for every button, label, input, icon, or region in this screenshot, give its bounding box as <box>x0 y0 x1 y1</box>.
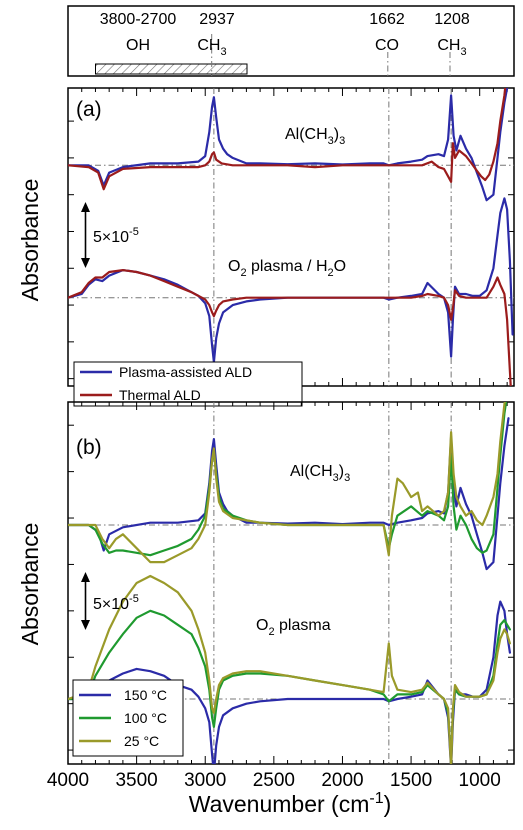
panel-b-traces <box>68 402 511 764</box>
panel-a-step2-label: O2 plasma / H2O <box>228 258 346 279</box>
assignment-header: 3800-2700 OH 2937 CH3 1662 CO 1208 CH3 <box>67 5 515 77</box>
oh-range-bar <box>95 63 248 75</box>
panel-a-scale-base: 5×10 <box>93 229 129 246</box>
header-group-2937: CH3 <box>197 37 226 58</box>
series-line-b-0 <box>68 417 510 571</box>
y-axis-title-a: Absorbance <box>17 179 43 302</box>
header-group-1208-sub: 3 <box>460 46 466 58</box>
panel-b-scale-label: 5×10-5 <box>93 593 139 613</box>
x-tick-label-1000: 1000 <box>459 770 501 791</box>
panel-b-precursor-sub: 3 <box>333 472 339 484</box>
x-tick-label-1500: 1500 <box>390 770 432 791</box>
panel-b-scale-arrow-down <box>81 620 90 630</box>
panel-b-scale-arrow-up <box>81 572 90 582</box>
panel-b-step2-post: plasma <box>275 617 331 634</box>
panel-a-step2-post2: O <box>334 258 346 275</box>
panel-b: (b) Al(CH3)3 O2 plasma 5×10-5 150 °C 100… <box>67 401 515 765</box>
x-tick-label-2000: 2000 <box>321 770 363 791</box>
panel-b-precursor-sub2: 3 <box>344 472 350 484</box>
panel-b-precursor-base: Al(CH <box>290 463 333 480</box>
panel-b-frame <box>67 401 515 765</box>
series-line-a-0 <box>68 88 509 202</box>
panel-b-ticks <box>67 402 514 764</box>
panel-a-legend: Plasma-assisted ALD Thermal ALD <box>73 361 303 407</box>
header-group-1208-base: CH <box>437 37 460 54</box>
panel-b-precursor-mid: ) <box>339 463 344 480</box>
panel-b-precursor-label: Al(CH3)3 <box>290 463 350 484</box>
x-axis-title: Wavenumber (cm-1) <box>189 790 392 817</box>
series-line-a-3 <box>68 269 512 386</box>
panel-a-precursor-sub: 3 <box>328 135 334 147</box>
panel-a-step2-sub2: 2 <box>328 267 334 279</box>
series-line-b-2 <box>68 402 506 564</box>
series-line-a-2 <box>68 197 514 364</box>
series-line-a-1 <box>68 88 507 191</box>
panel-b-legend-label-100: 100 °C <box>124 710 167 726</box>
panel-a-precursor-base: Al(CH <box>285 126 328 143</box>
header-group-2937-base: CH <box>197 37 220 54</box>
x-axis-title-base: Wavenumber (cm <box>189 791 370 817</box>
panel-a-precursor-sub2: 3 <box>339 135 345 147</box>
panel-a-precursor-label: Al(CH3)3 <box>285 126 345 147</box>
header-group-1662: CO <box>375 37 399 54</box>
panel-b-tag: (b) <box>76 436 102 459</box>
panel-a-step2-post: plasma / H <box>247 258 328 275</box>
panel-a-scale-arrow-down <box>81 258 90 268</box>
header-group-oh: OH <box>126 37 150 54</box>
y-axis-title-b: Absorbance <box>17 523 43 646</box>
header-group-1208: CH3 <box>437 37 466 58</box>
panel-b-guides <box>68 402 514 764</box>
panel-a-legend-label-thermal: Thermal ALD <box>119 387 201 403</box>
panel-b-step2-label: O2 plasma <box>256 617 331 638</box>
x-tick-label-3500: 3500 <box>115 770 157 791</box>
x-axis-title-sup: -1 <box>369 790 383 807</box>
panel-a-scale-label: 5×10-5 <box>93 226 139 246</box>
header-group-2937-sub: 3 <box>220 46 226 58</box>
x-tick-label-4000: 4000 <box>47 770 89 791</box>
panel-b-scale-sup: -5 <box>129 593 139 605</box>
panel-b-legend-label-25: 25 °C <box>124 733 159 749</box>
header-wn-1208: 1208 <box>434 11 470 28</box>
panel-a: (a) Al(CH3)3 O2 plasma / H2O 5×10-5 Plas… <box>67 87 515 407</box>
panel-b-scale-base: 5×10 <box>93 596 129 613</box>
header-wn-1662: 1662 <box>369 11 405 28</box>
series-line-b-1 <box>68 402 508 557</box>
header-wn-2937: 2937 <box>199 11 235 28</box>
panel-a-step2-pre: O <box>228 258 240 275</box>
panel-a-tag: (a) <box>76 98 102 121</box>
panel-a-scale-arrow-up <box>81 202 90 212</box>
x-tick-label-2500: 2500 <box>253 770 295 791</box>
panel-b-legend: 150 °C 100 °C 25 °C <box>72 679 184 757</box>
panel-a-scale-sup: -5 <box>129 226 139 238</box>
panel-a-traces <box>68 88 514 386</box>
panel-a-precursor-mid: ) <box>334 126 339 143</box>
header-wn-oh: 3800-2700 <box>100 11 177 28</box>
series-line-b-5 <box>68 574 511 764</box>
x-tick-label-3000: 3000 <box>184 770 226 791</box>
x-axis-title-end: ) <box>384 791 392 817</box>
panel-b-legend-label-150: 150 °C <box>124 687 167 703</box>
panel-b-scale-bar: 5×10-5 <box>81 572 139 630</box>
panel-a-legend-label-plasma: Plasma-assisted ALD <box>119 364 252 380</box>
panel-b-step2-sub: 2 <box>268 626 274 638</box>
x-tick-labels: 4000 3500 3000 2500 2000 1500 1000 <box>47 770 501 791</box>
panel-b-step2-pre: O <box>256 617 268 634</box>
panel-a-scale-bar: 5×10-5 <box>81 202 139 268</box>
panel-a-legend-box <box>73 361 303 407</box>
panel-a-step2-sub: 2 <box>240 267 246 279</box>
